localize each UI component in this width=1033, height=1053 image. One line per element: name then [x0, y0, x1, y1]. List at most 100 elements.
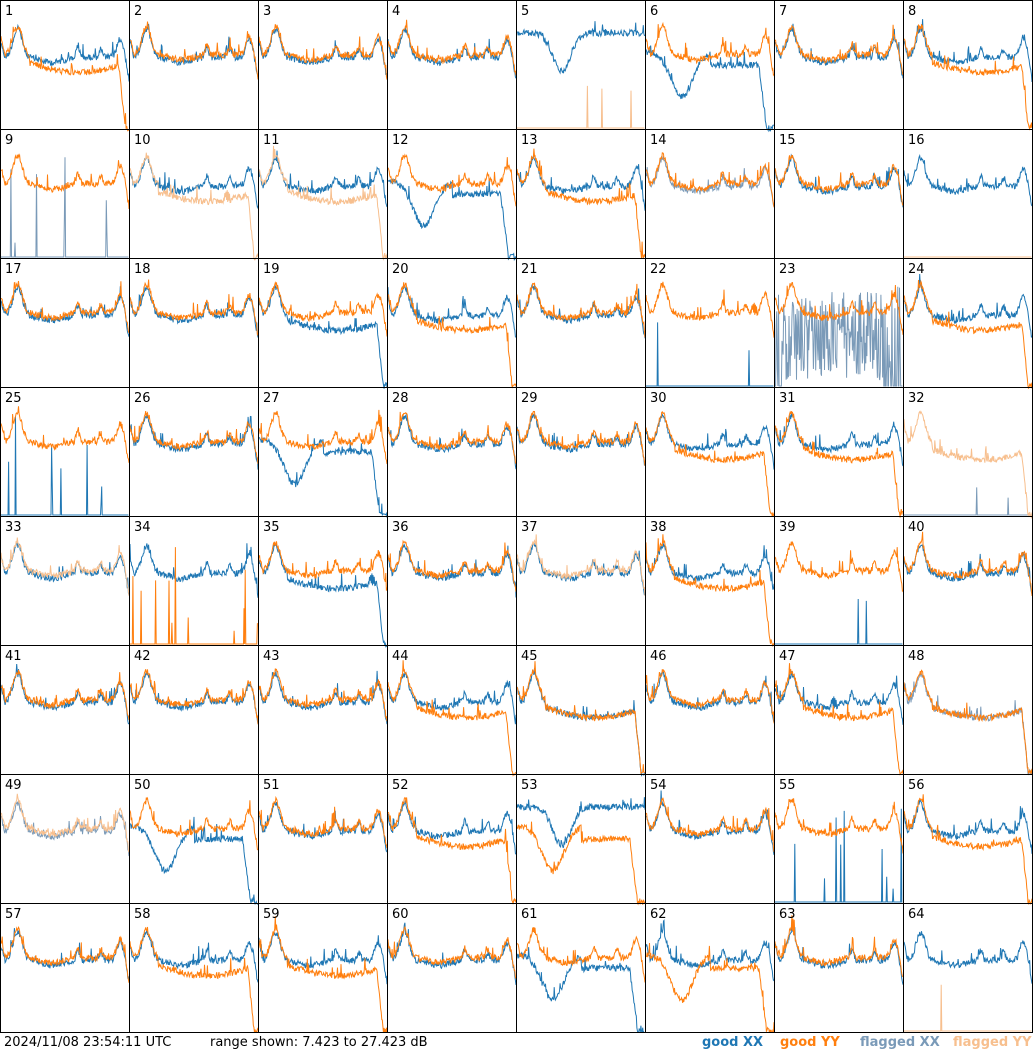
panel-number-25: 25: [5, 391, 22, 406]
yy-trace-20: [387, 282, 517, 389]
yy-trace-24: [903, 279, 1033, 389]
xx-trace-35: [258, 543, 388, 648]
yy-trace-11: [258, 145, 388, 261]
xx-trace-48: [903, 671, 1033, 776]
xx-trace-64: [903, 931, 1033, 984]
xx-trace-19: [258, 284, 388, 389]
legend-flagged-xx: flagged XX: [860, 1035, 940, 1050]
xx-trace-34: [129, 543, 259, 598]
yy-trace-63: [774, 915, 904, 978]
panel-number-58: 58: [134, 907, 151, 922]
panel-number-48: 48: [908, 649, 925, 664]
yy-trace-64: [904, 984, 1032, 1032]
spectrum-panel-57: 57: [0, 907, 130, 983]
yy-trace-48: [903, 669, 1033, 775]
spectrum-panel-38: 38: [645, 520, 775, 648]
spectrum-panel-46: 46: [645, 649, 775, 724]
xx-trace-14: [645, 155, 775, 207]
panel-number-23: 23: [779, 262, 796, 277]
xx-trace-36: [387, 543, 517, 598]
spectrum-panel-49: 49: [0, 778, 130, 857]
spectrum-panel-37: 37: [516, 520, 646, 596]
xx-trace-53: [516, 797, 646, 849]
panel-number-8: 8: [908, 4, 916, 19]
spectrum-panel-31: 31: [774, 391, 904, 518]
yy-trace-3: [258, 24, 388, 80]
yy-trace-2: [129, 21, 259, 80]
spectrum-panel-56: 56: [903, 778, 1033, 905]
panel-number-29: 29: [521, 391, 538, 406]
panel-number-12: 12: [392, 133, 409, 148]
yy-trace-26: [129, 411, 259, 465]
panel-number-39: 39: [779, 520, 796, 535]
spectrum-panel-26: 26: [129, 391, 259, 470]
panel-number-22: 22: [650, 262, 667, 277]
xx-trace-38: [645, 543, 775, 590]
yy-trace-13: [516, 148, 646, 259]
spectrum-panel-18: 18: [129, 262, 259, 338]
panel-number-40: 40: [908, 520, 925, 535]
panel-number-47: 47: [779, 649, 796, 664]
yy-trace-7: [774, 24, 904, 75]
yy-trace-23: [774, 282, 904, 335]
yy-trace-27: [258, 409, 388, 465]
xx-trace-61: [516, 947, 645, 1033]
yy-trace-9: [1, 153, 130, 210]
yy-trace-58: [129, 926, 259, 1033]
spectrum-panel-8: 8: [903, 4, 1033, 131]
panel-number-13: 13: [521, 133, 538, 148]
yy-trace-57: [0, 925, 130, 983]
spectrum-panel-45: 45: [516, 649, 646, 777]
spectrum-panel-55: 55: [774, 778, 904, 903]
yy-trace-36: [387, 539, 517, 592]
panel-number-31: 31: [779, 391, 796, 406]
spectrum-panel-33: 33: [0, 520, 130, 596]
panel-number-33: 33: [5, 520, 22, 535]
panel-number-50: 50: [134, 778, 151, 793]
spectrum-panel-36: 36: [387, 520, 517, 598]
spectrum-panel-17: 17: [0, 262, 130, 337]
yy-trace-25: [0, 406, 130, 463]
xx-trace-31: [774, 412, 904, 467]
panel-number-11: 11: [263, 133, 280, 148]
yy-trace-17: [1, 280, 130, 333]
yy-trace-61: [516, 927, 646, 983]
xx-trace-15: [774, 153, 904, 208]
yy-trace-45: [516, 661, 646, 775]
spectrum-panel-29: 29: [516, 391, 646, 466]
panel-number-19: 19: [263, 262, 280, 277]
xx-trace-50: [129, 816, 259, 906]
spectrum-panel-42: 42: [129, 649, 259, 725]
yy-trace-28: [387, 411, 517, 464]
spectrum-panel-21: 21: [516, 262, 646, 339]
spectrum-panel-24: 24: [903, 262, 1033, 389]
xx-trace-43: [258, 670, 388, 725]
panel-number-17: 17: [5, 262, 22, 277]
spectrum-panel-25: 25: [0, 391, 130, 516]
yy-trace-38: [645, 534, 775, 648]
panel-number-57: 57: [5, 907, 22, 922]
panel-number-54: 54: [650, 778, 667, 793]
xx-trace-25: [1, 416, 129, 516]
spectrum-panel-51: 51: [258, 778, 388, 853]
panel-number-9: 9: [5, 133, 13, 148]
xx-trace-6: [645, 45, 775, 133]
yy-trace-30: [645, 410, 775, 518]
yy-trace-21: [516, 282, 646, 338]
xx-trace-30: [645, 413, 775, 470]
yy-trace-14: [645, 152, 775, 208]
yy-trace-49: [0, 793, 130, 853]
range-text: range shown: 7.423 to 27.423 dB: [210, 1035, 428, 1050]
xx-trace-10: [129, 155, 259, 210]
panel-number-28: 28: [392, 391, 409, 406]
spectrum-panel-14: 14: [645, 133, 775, 208]
panel-number-51: 51: [263, 778, 280, 793]
spectrum-panel-13: 13: [516, 133, 646, 259]
panel-number-35: 35: [263, 520, 280, 535]
yy-trace-53: [516, 821, 646, 906]
panel-number-14: 14: [650, 133, 667, 148]
panel-number-4: 4: [392, 4, 400, 19]
xx-trace-60: [387, 922, 517, 985]
yy-trace-39: [774, 540, 904, 593]
